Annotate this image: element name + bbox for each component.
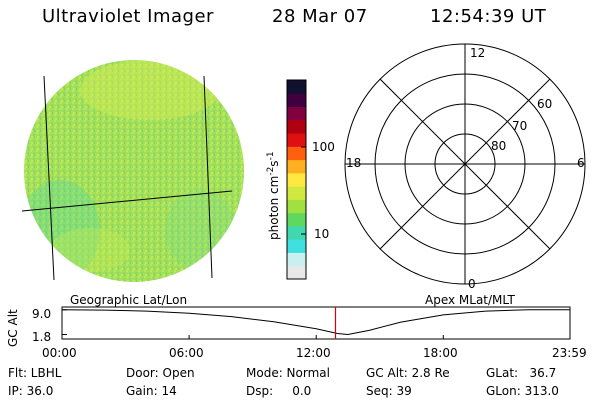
header-date: 28 Mar 07 bbox=[272, 6, 368, 27]
mlat-label-70: 70 bbox=[512, 119, 528, 133]
timeline-y-ticks bbox=[62, 309, 67, 335]
mlt-label-6: 6 bbox=[577, 156, 585, 170]
cb-tick-label-10: 10 bbox=[314, 227, 330, 241]
timeline-gc-alt-line bbox=[61, 309, 570, 336]
colorbar-block bbox=[287, 159, 306, 174]
info-gc-alt: GC Alt: 2.8 Re bbox=[366, 366, 450, 380]
info-glon: GLon: 313.0 bbox=[486, 384, 559, 398]
timeline-x-tick-label-1200: 12:00 bbox=[296, 346, 331, 360]
info-ip: IP: 36.0 bbox=[8, 384, 54, 398]
info-mode: Mode: Normal bbox=[246, 366, 330, 380]
colorbar-block bbox=[287, 212, 306, 227]
colorbar-blocks bbox=[287, 80, 306, 280]
timeline-y-tick-label-1-8: 1.8 bbox=[32, 330, 52, 344]
mlt-label-12: 12 bbox=[470, 46, 486, 60]
colorbar-block bbox=[287, 133, 306, 147]
timeline-y-tick-label-9: 9.0 bbox=[32, 307, 52, 321]
info-seq: Seq: 39 bbox=[366, 384, 412, 398]
colorbar-block bbox=[287, 119, 306, 134]
globe-disk bbox=[24, 60, 244, 282]
colorbar-block bbox=[287, 80, 306, 94]
mlt-label-18: 18 bbox=[346, 156, 362, 170]
info-door: Door: Open bbox=[126, 366, 195, 380]
info-gain: Gain: 14 bbox=[126, 384, 177, 398]
mlat-label-80: 80 bbox=[491, 139, 507, 153]
colorbar-block bbox=[287, 172, 306, 187]
info-dsp: Dsp: 0.0 bbox=[246, 384, 312, 398]
colorbar-block bbox=[287, 93, 306, 108]
colorbar-block bbox=[287, 239, 306, 253]
timeline-right-title: Apex MLat/MLT bbox=[425, 293, 515, 307]
mlat-label-60: 60 bbox=[537, 97, 553, 111]
colorbar-block bbox=[287, 199, 306, 214]
timeline-x-tick-label-1800: 18:00 bbox=[423, 346, 458, 360]
timeline-x-tick-label-0000: 00:00 bbox=[42, 346, 77, 360]
colorbar-block bbox=[287, 106, 306, 121]
geo-grid-lines bbox=[21, 75, 233, 281]
timeline-left-title: Geographic Lat/Lon bbox=[70, 293, 188, 307]
colorbar-block bbox=[287, 186, 306, 200]
timeline-series bbox=[61, 307, 570, 339]
colorbar-block bbox=[287, 146, 306, 161]
instrument-title: Ultraviolet Imager bbox=[42, 6, 214, 27]
colorbar-block bbox=[287, 252, 306, 267]
cb-tick-label-100: 100 bbox=[312, 140, 335, 154]
timeline-x-tick-label-2359: 23:59 bbox=[552, 346, 587, 360]
timeline-x-tick-label-0600: 06:00 bbox=[169, 346, 204, 360]
info-glat: GLat: 36.7 bbox=[486, 366, 557, 380]
mlt-label-0: 0 bbox=[468, 277, 476, 291]
colorbar-block bbox=[287, 265, 306, 280]
timeline-x-ticks bbox=[61, 335, 571, 339]
info-filter: Flt: LBHL bbox=[8, 366, 62, 380]
header-time: 12:54:39 UT bbox=[430, 6, 547, 27]
timeline-frame bbox=[61, 306, 571, 340]
colorbar-block bbox=[287, 225, 306, 240]
